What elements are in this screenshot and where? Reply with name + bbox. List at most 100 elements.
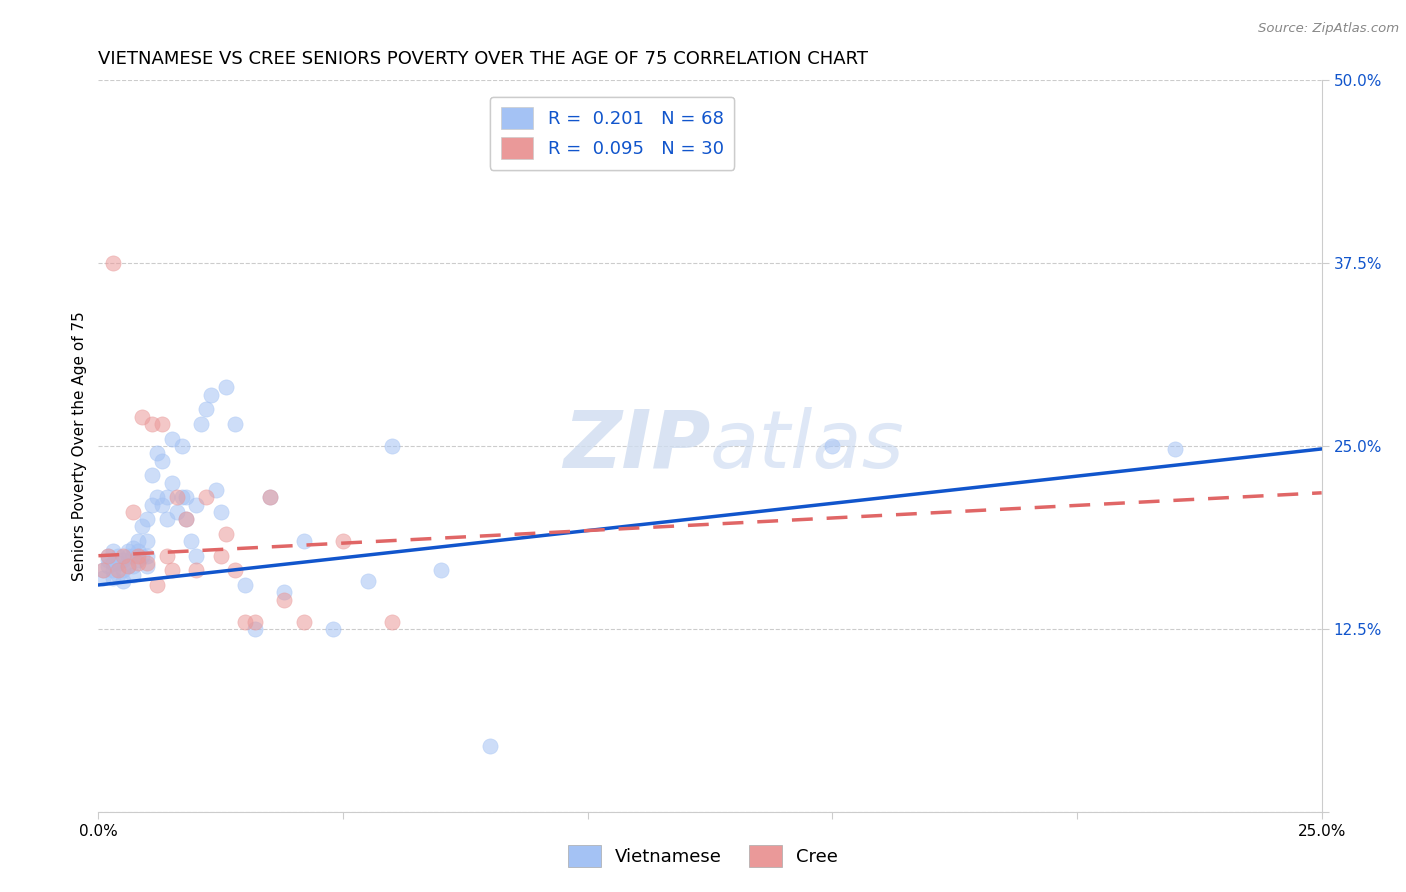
Point xyxy=(176,512,198,526)
Point xyxy=(97,558,120,573)
Point xyxy=(107,567,129,582)
Point xyxy=(136,556,159,570)
Point xyxy=(127,549,149,563)
Point xyxy=(127,534,149,549)
Point xyxy=(209,505,232,519)
Point xyxy=(200,388,222,402)
Point xyxy=(146,446,169,460)
Point xyxy=(107,563,129,577)
Point xyxy=(821,439,844,453)
Text: VIETNAMESE VS CREE SENIORS POVERTY OVER THE AGE OF 75 CORRELATION CHART: VIETNAMESE VS CREE SENIORS POVERTY OVER … xyxy=(98,50,869,68)
Point xyxy=(97,553,120,567)
Point xyxy=(150,417,173,431)
Point xyxy=(141,417,163,431)
Point xyxy=(273,592,295,607)
Point xyxy=(166,490,188,504)
Point xyxy=(150,498,173,512)
Point xyxy=(111,549,134,563)
Point xyxy=(332,534,354,549)
Point xyxy=(117,549,139,563)
Point xyxy=(146,490,169,504)
Point xyxy=(121,558,143,573)
Point xyxy=(180,534,202,549)
Point xyxy=(186,549,208,563)
Point xyxy=(146,578,169,592)
Point xyxy=(224,563,246,577)
Point xyxy=(117,544,139,558)
Point xyxy=(136,534,159,549)
Point xyxy=(356,574,378,588)
Point xyxy=(195,402,218,417)
Point xyxy=(233,615,256,629)
Point xyxy=(127,556,149,570)
Point xyxy=(214,380,236,394)
Point xyxy=(117,558,139,573)
Point xyxy=(101,571,124,585)
Point xyxy=(243,615,266,629)
Point xyxy=(136,512,159,526)
Point xyxy=(121,505,143,519)
Point xyxy=(224,417,246,431)
Point xyxy=(186,498,208,512)
Point xyxy=(91,563,114,577)
Point xyxy=(131,409,153,424)
Point xyxy=(127,553,149,567)
Text: ZIP: ZIP xyxy=(562,407,710,485)
Point xyxy=(292,534,315,549)
Point xyxy=(292,615,315,629)
Point xyxy=(127,544,149,558)
Point xyxy=(101,544,124,558)
Point xyxy=(121,567,143,582)
Point xyxy=(209,549,232,563)
Point xyxy=(117,558,139,573)
Point xyxy=(478,739,501,753)
Text: atlas: atlas xyxy=(710,407,905,485)
Point xyxy=(381,439,404,453)
Legend: R =  0.201   N = 68, R =  0.095   N = 30: R = 0.201 N = 68, R = 0.095 N = 30 xyxy=(489,96,734,169)
Point xyxy=(233,578,256,592)
Point xyxy=(190,417,212,431)
Y-axis label: Seniors Poverty Over the Age of 75: Seniors Poverty Over the Age of 75 xyxy=(72,311,87,581)
Point xyxy=(150,453,173,467)
Point xyxy=(141,468,163,483)
Point xyxy=(131,519,153,533)
Point xyxy=(107,549,129,563)
Point xyxy=(136,558,159,573)
Legend: Vietnamese, Cree: Vietnamese, Cree xyxy=(561,838,845,874)
Point xyxy=(214,526,236,541)
Point xyxy=(107,556,129,570)
Point xyxy=(121,549,143,563)
Point xyxy=(205,483,228,497)
Point xyxy=(322,622,344,636)
Point xyxy=(160,563,183,577)
Point xyxy=(160,475,183,490)
Point xyxy=(176,512,198,526)
Point xyxy=(381,615,404,629)
Point xyxy=(97,549,120,563)
Point xyxy=(97,549,120,563)
Point xyxy=(111,574,134,588)
Point xyxy=(121,541,143,556)
Point xyxy=(166,505,188,519)
Point xyxy=(195,490,218,504)
Point xyxy=(186,563,208,577)
Point xyxy=(111,553,134,567)
Point xyxy=(156,490,179,504)
Point xyxy=(156,549,179,563)
Point xyxy=(91,571,114,585)
Point xyxy=(259,490,281,504)
Point xyxy=(170,490,193,504)
Point xyxy=(176,490,198,504)
Point xyxy=(430,563,453,577)
Point xyxy=(259,490,281,504)
Point xyxy=(273,585,295,599)
Point xyxy=(101,563,124,577)
Text: Source: ZipAtlas.com: Source: ZipAtlas.com xyxy=(1258,22,1399,36)
Point xyxy=(91,563,114,577)
Point xyxy=(170,439,193,453)
Point xyxy=(131,549,153,563)
Point xyxy=(101,256,124,270)
Point xyxy=(141,498,163,512)
Point xyxy=(243,622,266,636)
Point xyxy=(156,512,179,526)
